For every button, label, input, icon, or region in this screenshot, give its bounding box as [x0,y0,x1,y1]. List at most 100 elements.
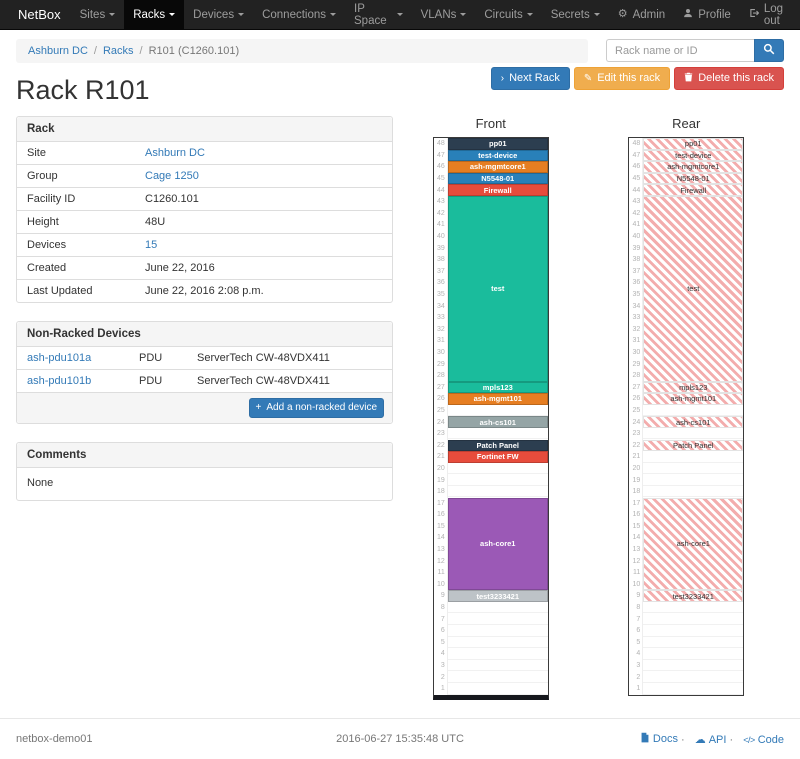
empty-unit [643,625,743,637]
nav-secrets[interactable]: Secrets [542,0,609,29]
rack-device-front[interactable]: ash-cs101 [448,416,548,428]
site-link[interactable]: Ashburn DC [145,147,205,159]
unit-number: 44 [434,184,448,196]
breadcrumb-racks-link[interactable]: Racks [103,45,134,57]
nav-circuits[interactable]: Circuits [475,0,541,29]
rack-device-front[interactable]: N5548-01 [448,173,548,185]
rack-device-front[interactable]: Firewall [448,184,548,196]
empty-unit [448,613,548,625]
rack-unit-row: 3 [434,660,548,672]
rack-device-rear[interactable]: Firewall [643,184,743,196]
unit-number: 10 [629,579,643,591]
api-link[interactable]: ☁API [681,733,726,746]
unit-number: 11 [434,567,448,579]
rack-device-rear[interactable]: ash-cs101 [643,416,743,428]
unit-number: 39 [434,242,448,254]
rack-device-rear[interactable]: ash-mgmtcore1 [643,161,743,173]
rack-device-rear[interactable]: test-device [643,150,743,162]
plus-icon: + [256,403,262,413]
unit-number: 15 [629,521,643,533]
logout-link[interactable]: Log out [740,0,792,29]
caret-down-icon [238,13,244,16]
group-link[interactable]: Cage 1250 [145,170,199,182]
empty-unit [448,648,548,660]
unit-number: 9 [629,590,643,602]
comments-body: None [17,468,392,500]
unit-number: 27 [434,381,448,393]
nav-connections[interactable]: Connections [253,0,345,29]
rack-unit-row: 1 [434,683,548,695]
nav-devices[interactable]: Devices [184,0,253,29]
breadcrumb-site-link[interactable]: Ashburn DC [28,45,88,57]
device-link[interactable]: ash-pdu101b [27,375,91,387]
device-type: PDU [129,370,187,393]
unit-number: 3 [434,660,448,672]
empty-unit [643,637,743,649]
unit-number: 12 [629,555,643,567]
rack-device-front[interactable]: ash-mgmtcore1 [448,161,548,173]
unit-number: 29 [629,358,643,370]
unit-number: 34 [434,300,448,312]
search-icon [763,43,775,58]
delete-rack-button[interactable]: Delete this rack [674,67,784,90]
nav-sites[interactable]: Sites [71,0,125,29]
unit-number: 47 [434,150,448,162]
next-rack-button[interactable]: ›Next Rack [491,67,570,90]
unit-number: 40 [434,231,448,243]
comments-panel: Comments None [16,442,393,501]
unit-number: 28 [629,370,643,382]
unit-number: 21 [629,451,643,463]
add-non-racked-device-button[interactable]: +Add a non-racked device [249,398,384,418]
nav-vlans[interactable]: VLANs [412,0,476,29]
profile-link[interactable]: Profile [674,0,740,29]
rack-device-rear[interactable]: ash-core1 [643,498,743,591]
rack-device-rear[interactable]: pp01 [643,138,743,150]
rack-device-rear[interactable]: Patch Panel [643,440,743,452]
rack-device-front[interactable]: Patch Panel [448,440,548,452]
rack-device-front[interactable]: ash-core1 [448,498,548,591]
unit-number: 16 [434,509,448,521]
rack-device-front[interactable]: test [448,196,548,382]
rack-device-front[interactable]: ash-mgmt101 [448,393,548,405]
rack-device-front[interactable]: mpls123 [448,382,548,394]
unit-number: 42 [629,208,643,220]
nav-racks[interactable]: Racks [124,0,184,29]
rack-device-front[interactable]: test-device [448,150,548,162]
rack-device-front[interactable]: pp01 [448,138,548,150]
rack-device-rear[interactable]: ash-mgmt101 [643,393,743,405]
search-input[interactable] [606,39,754,62]
rack-device-front[interactable]: Fortinet FW [448,451,548,463]
empty-unit [643,613,743,625]
code-link[interactable]: </>Code [730,734,784,746]
device-link[interactable]: ash-pdu101a [27,352,91,364]
non-racked-devices-table: ash-pdu101a PDU ServerTech CW-48VDX411 a… [17,347,392,392]
docs-link[interactable]: Docs [640,732,678,746]
unit-number: 30 [629,347,643,359]
edit-rack-button[interactable]: ✎Edit this rack [574,67,670,90]
rack-device-rear[interactable]: test [643,196,743,382]
non-racked-devices-panel: Non-Racked Devices ash-pdu101a PDU Serve… [16,321,393,424]
search-button[interactable] [754,39,784,62]
unit-number: 38 [434,254,448,266]
rack-panel-title: Rack [17,117,392,142]
nav-ip-space[interactable]: IP Space [345,0,412,29]
rack-device-rear[interactable]: N5548-01 [643,173,743,185]
unit-number: 4 [434,648,448,660]
caret-down-icon [330,13,336,16]
netbox-brand[interactable]: NetBox [8,0,71,29]
rack-device-rear[interactable]: test3233421 [643,590,743,602]
admin-link[interactable]: ⚙Admin [609,0,674,29]
unit-number: 24 [629,416,643,428]
breadcrumb-current: R101 (C1260.101) [134,45,240,57]
rack-device-rear[interactable]: mpls123 [643,382,743,394]
rear-elevation-title: Rear [628,116,744,131]
devices-count-link[interactable]: 15 [145,239,157,251]
unit-number: 30 [434,347,448,359]
rack-unit-row: 8 [629,602,743,614]
rack-device-front[interactable]: test3233421 [448,590,548,602]
